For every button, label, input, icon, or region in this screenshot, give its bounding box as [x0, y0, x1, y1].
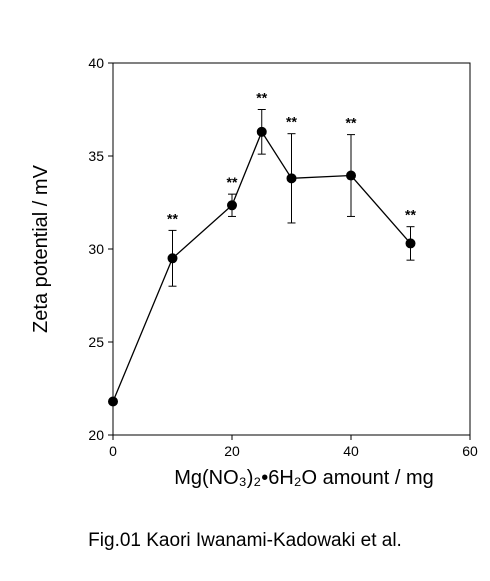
y-tick-label: 40	[88, 55, 104, 71]
data-point	[405, 238, 416, 249]
y-tick-label: 30	[88, 241, 104, 257]
significance-label: **	[286, 114, 297, 130]
error-bars	[168, 109, 415, 287]
data-point	[256, 126, 267, 137]
data-point	[108, 396, 118, 407]
significance-label: **	[405, 207, 416, 223]
significance-label: **	[256, 90, 267, 106]
axis-ticks	[108, 62, 471, 440]
data-point	[227, 200, 237, 211]
y-tick-label: 35	[88, 148, 104, 164]
x-tick-label: 20	[224, 443, 240, 459]
significance-labels: ** ** ** ** ** **	[167, 90, 416, 227]
figure-caption: Fig.01 Kaori Iwanami-Kadowaki et al.	[88, 530, 402, 551]
x-tick-label: 0	[109, 443, 117, 459]
y-tick-label: 20	[88, 427, 104, 443]
y-axis-title: Zeta potential / mV	[30, 164, 52, 333]
data-point	[167, 253, 178, 264]
significance-label: **	[227, 174, 238, 190]
data-point	[346, 170, 356, 181]
significance-label: **	[346, 115, 357, 131]
y-tick-labels: 20 25 30 35 40	[88, 55, 104, 443]
data-point	[286, 173, 297, 184]
x-axis-title: Mg(NO₃)₂•6H₂O amount / mg	[174, 467, 434, 489]
zeta-potential-chart: 0 20 40 60 20 25 30 35 40 ** ** ** ** ** ** Mg(NO₃)₂…	[30, 55, 478, 489]
x-tick-label: 40	[343, 443, 359, 459]
significance-label: **	[167, 210, 178, 226]
x-tick-label: 60	[462, 443, 478, 459]
y-tick-label: 25	[88, 334, 104, 350]
series-line	[112, 130, 411, 402]
x-tick-labels: 0 20 40 60	[109, 443, 478, 459]
data-points	[108, 126, 416, 407]
